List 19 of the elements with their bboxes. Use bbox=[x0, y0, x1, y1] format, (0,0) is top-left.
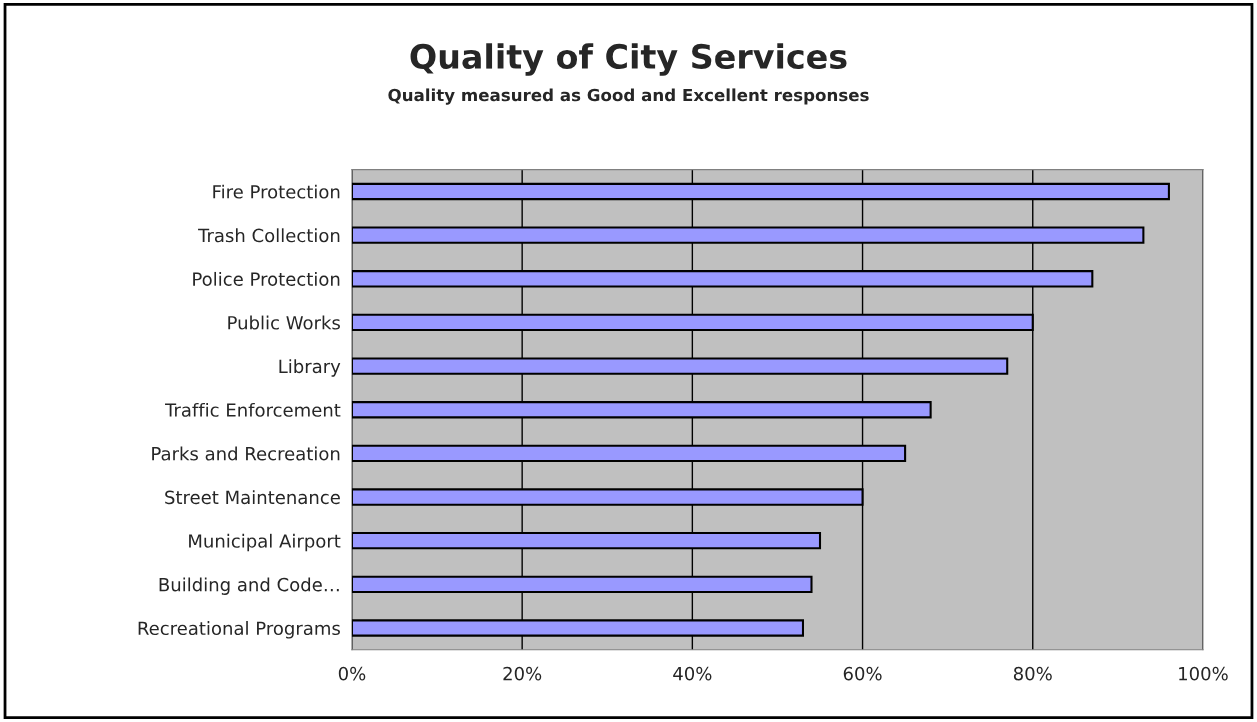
x-tick-label: 80% bbox=[1013, 666, 1052, 681]
x-tick-label: 60% bbox=[843, 666, 882, 681]
y-tick-label: Public Works bbox=[228, 315, 340, 330]
x-tick-label: 20% bbox=[503, 666, 542, 681]
y-tick-label: Trash Collection bbox=[198, 228, 340, 243]
y-tick-label: Street Maintenance bbox=[165, 490, 340, 505]
y-tick-label: Police Protection bbox=[193, 271, 340, 286]
y-tick-label: Recreational Programs bbox=[138, 621, 340, 639]
chart-subtitle: Quality measured as Good and Excellent responses bbox=[388, 88, 869, 105]
x-tick-label: 100% bbox=[1179, 666, 1228, 681]
chart-title: Quality of City Services bbox=[410, 43, 847, 76]
x-tick-label: 0% bbox=[338, 666, 366, 681]
y-tick-label: Building and Code… bbox=[159, 577, 339, 595]
y-tick-label: Library bbox=[279, 359, 341, 377]
y-tick-label: Parks and Recreation bbox=[152, 446, 340, 461]
y-tick-label: Municipal Airport bbox=[189, 533, 341, 552]
x-tick-label: 40% bbox=[673, 666, 712, 681]
y-tick-label: Fire Protection bbox=[213, 184, 340, 199]
y-tick-label: Traffic Enforcement bbox=[165, 402, 341, 417]
